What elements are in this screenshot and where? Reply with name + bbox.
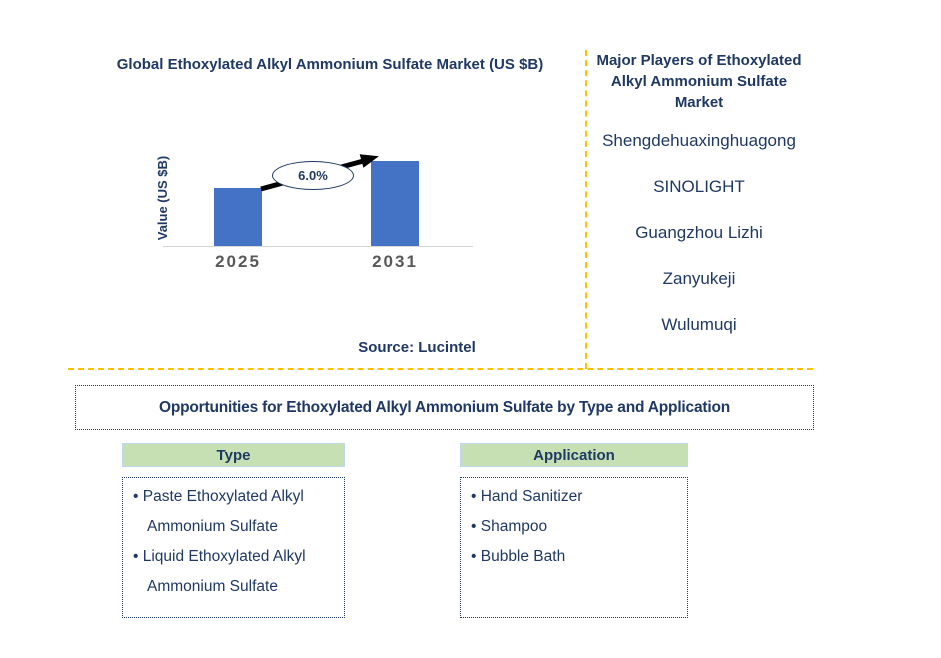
application-list-box: Hand Sanitizer Shampoo Bubble Bath: [460, 477, 688, 618]
x-tick-2031: 2031: [372, 252, 418, 271]
player-item: SINOLIGHT: [653, 177, 745, 196]
bar-2031: [371, 161, 419, 247]
vertical-dashed-divider: [585, 50, 587, 369]
application-list: Hand Sanitizer Shampoo Bubble Bath: [471, 482, 679, 572]
y-axis-label: Value (US $B): [155, 155, 170, 241]
source-label: Source: Lucintel: [358, 339, 476, 356]
player-item: Guangzhou Lizhi: [635, 223, 763, 242]
opportunities-banner: Opportunities for Ethoxylated Alkyl Ammo…: [75, 385, 814, 430]
type-item: Paste Ethoxylated Alkyl Ammonium Sulfate: [133, 482, 336, 542]
growth-rate-ellipse: 6.0%: [272, 161, 354, 190]
application-item: Shampoo: [471, 512, 679, 542]
player-item: Zanyukeji: [662, 269, 736, 288]
type-column-header: Type: [122, 443, 345, 467]
application-item: Hand Sanitizer: [471, 482, 679, 512]
horizontal-dashed-divider: [68, 368, 813, 370]
application-column-header: Application: [460, 443, 688, 467]
application-item: Bubble Bath: [471, 542, 679, 572]
x-axis-line: [163, 246, 473, 247]
type-list: Paste Ethoxylated Alkyl Ammonium Sulfate…: [133, 482, 336, 602]
type-item: Liquid Ethoxylated Alkyl Ammonium Sulfat…: [133, 542, 336, 602]
type-list-box: Paste Ethoxylated Alkyl Ammonium Sulfate…: [122, 477, 345, 618]
bar-2025: [214, 188, 262, 247]
player-item: Shengdehuaxinghuagong: [602, 131, 796, 150]
major-players-panel: Major Players of Ethoxylated Alkyl Ammon…: [588, 50, 810, 361]
chart-title: Global Ethoxylated Alkyl Ammonium Sulfat…: [116, 56, 544, 73]
major-players-heading: Major Players of Ethoxylated Alkyl Ammon…: [596, 52, 802, 111]
x-tick-2025: 2025: [215, 252, 261, 271]
major-players-list: Shengdehuaxinghuagong SINOLIGHT Guangzho…: [588, 131, 810, 335]
player-item: Wulumuqi: [661, 315, 737, 334]
